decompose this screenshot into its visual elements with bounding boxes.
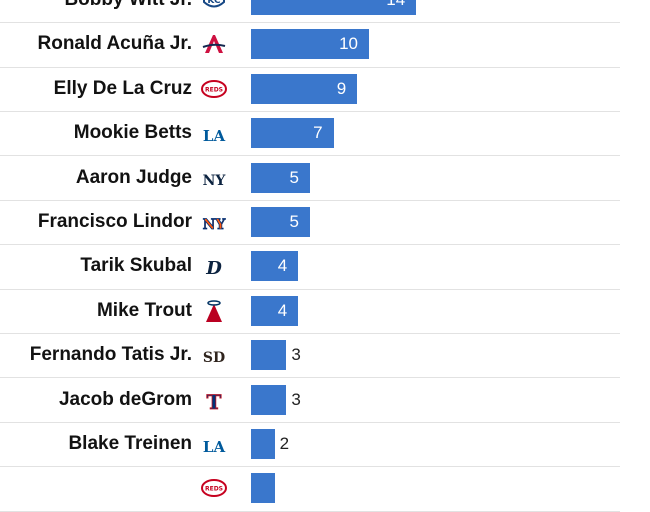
san-diego-padres-logo-icon: SD <box>201 343 227 367</box>
category-label: Francisco Lindor <box>37 211 192 232</box>
atlanta-braves-logo-icon <box>201 32 227 56</box>
category-label: Jacob deGrom <box>58 388 192 410</box>
svg-text:NY: NY <box>203 173 227 189</box>
row-separator <box>0 22 620 24</box>
bar <box>251 340 287 371</box>
bar <box>251 118 334 149</box>
category-label: Ronald Acuña Jr. <box>37 33 193 55</box>
row-separator <box>0 333 620 334</box>
row-separator <box>0 66 620 68</box>
bar <box>251 251 299 282</box>
value-label: 4 <box>277 300 288 320</box>
category-label: Mookie Betts <box>73 122 192 144</box>
bar <box>251 73 358 104</box>
value-label: 5 <box>289 212 299 231</box>
bar <box>251 29 369 60</box>
category-label: Aaron Judge <box>75 166 192 188</box>
row-separator <box>0 510 620 512</box>
row-separator <box>0 244 620 246</box>
value-label: 9 <box>336 78 347 98</box>
category-label: Blake Treinen <box>68 433 192 454</box>
bar <box>251 429 275 459</box>
value-label: 14 <box>386 0 405 8</box>
row-separator <box>0 288 620 290</box>
category-label: Mike Trout <box>96 299 192 321</box>
svg-text:T: T <box>207 390 222 412</box>
bar <box>251 162 310 193</box>
value-label: 3 <box>291 389 301 409</box>
new-york-yankees-logo-icon: NY <box>201 166 227 190</box>
bar <box>251 207 310 237</box>
svg-text:LA: LA <box>203 438 226 456</box>
row-separator <box>0 466 620 468</box>
value-label: 3 <box>291 345 301 365</box>
row-separator <box>0 421 620 423</box>
value-label: 4 <box>277 256 288 276</box>
los-angeles-dodgers-logo-icon: LA <box>201 121 227 145</box>
row-separator <box>0 377 620 379</box>
bar <box>251 0 417 15</box>
category-label: Bobby Witt Jr. <box>64 0 192 9</box>
value-label: 7 <box>313 123 323 143</box>
svg-text:NY: NY <box>203 217 227 233</box>
new-york-mets-logo-icon: NY <box>201 210 227 234</box>
bar <box>251 295 299 326</box>
los-angeles-dodgers-logo-icon: LA <box>201 432 227 456</box>
row-separator <box>0 155 620 157</box>
svg-text:KC: KC <box>207 0 221 6</box>
svg-text:SD: SD <box>203 350 225 366</box>
row-separator <box>0 199 620 201</box>
bar-chart: Bobby Witt Jr. KC 14 Ronald Acuña Jr. 10 Elly… <box>0 0 620 512</box>
svg-text:LA: LA <box>203 127 226 145</box>
category-label: Elly De La Cruz <box>53 77 192 99</box>
detroit-tigers-logo-icon: D <box>201 254 227 279</box>
svg-text:REDS: REDS <box>205 86 223 93</box>
texas-rangers-logo-icon: T <box>201 388 227 414</box>
bar <box>251 473 275 504</box>
cincinnati-reds-logo-icon: REDS <box>201 77 227 101</box>
value-label: 2 <box>279 434 290 453</box>
value-label: 5 <box>289 167 299 187</box>
value-label: 10 <box>339 34 358 54</box>
category-label: Fernando Tatis Jr. <box>29 344 192 366</box>
svg-text:D: D <box>205 258 222 278</box>
bar <box>251 384 287 415</box>
category-label: Tarik Skubal <box>80 255 192 277</box>
row-separator <box>0 111 620 112</box>
los-angeles-angels-logo-icon <box>201 299 227 323</box>
kansas-city-royals-logo-icon: KC <box>201 0 227 12</box>
svg-text:REDS: REDS <box>205 486 223 493</box>
